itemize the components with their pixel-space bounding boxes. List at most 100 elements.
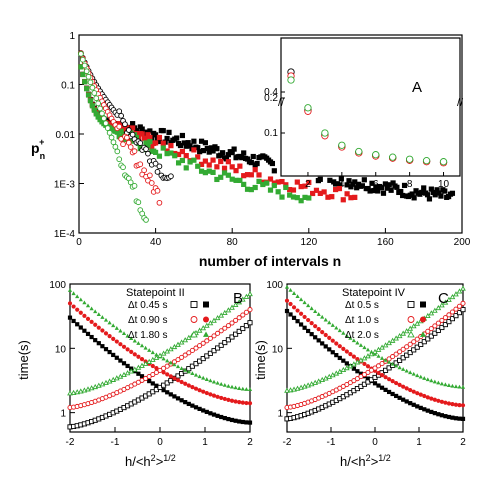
inset-data-point <box>389 153 397 161</box>
data-point <box>320 341 325 346</box>
data-point <box>197 374 202 379</box>
data-point <box>320 314 325 319</box>
y-tick-label: 100 <box>266 280 283 291</box>
top-data-point <box>359 183 366 189</box>
top-data-point <box>348 195 354 201</box>
top-data-point <box>346 178 352 184</box>
top-data-point <box>206 149 212 155</box>
data-point <box>179 398 184 403</box>
data-point <box>157 367 163 373</box>
data-point <box>337 344 342 349</box>
data-point <box>218 342 224 348</box>
x-tick-label: 1 <box>416 437 422 448</box>
top-data-point <box>99 110 105 117</box>
top-data-point <box>164 150 170 157</box>
data-point <box>457 416 462 421</box>
data-point <box>247 320 253 326</box>
data-point <box>435 327 441 333</box>
data-point <box>319 376 326 383</box>
data-point <box>313 309 318 313</box>
x-tick-label: 2 <box>247 437 253 448</box>
data-point <box>453 306 459 312</box>
top-y-axis-label-sup: + <box>39 137 44 147</box>
top-data-point <box>83 68 90 75</box>
data-point <box>330 350 335 355</box>
y-tick-label: 10 <box>55 344 67 355</box>
data-point <box>85 303 91 308</box>
data-point <box>284 284 290 289</box>
top-data-point <box>321 189 327 195</box>
top-data-point <box>81 62 88 69</box>
top-data-point <box>181 140 187 146</box>
data-point <box>222 383 227 387</box>
data-point <box>243 309 249 315</box>
data-point <box>207 320 214 326</box>
data-point <box>222 340 228 346</box>
top-data-point <box>116 156 123 163</box>
top-data-point <box>116 134 122 140</box>
top-data-point <box>386 182 392 188</box>
top-data-point <box>179 148 186 155</box>
top-data-point <box>352 194 358 200</box>
top-data-point <box>244 156 251 162</box>
top-x-tick-label: 40 <box>150 237 162 248</box>
data-point <box>376 383 381 388</box>
data-point <box>450 415 455 420</box>
top-data-point <box>401 182 408 189</box>
top-data-point <box>187 159 193 165</box>
inset-data-point <box>405 155 414 163</box>
top-data-point <box>143 146 149 152</box>
data-point <box>204 409 209 415</box>
data-point <box>114 355 119 360</box>
data-point <box>408 370 413 375</box>
data-point <box>118 328 123 333</box>
top-data-point <box>225 172 231 178</box>
data-point <box>313 324 318 329</box>
data-point <box>306 317 311 323</box>
data-point <box>183 400 188 405</box>
y-tick-label: 10 <box>272 344 284 355</box>
data-point <box>233 418 238 423</box>
data-point <box>390 391 395 397</box>
inset-data-point <box>304 104 312 112</box>
data-point <box>432 330 438 336</box>
top-data-point <box>233 177 239 183</box>
data-point <box>411 339 417 345</box>
data-point <box>107 349 112 355</box>
panel-b-y-axis-label: time(s) <box>16 340 31 380</box>
top-y-axis-label-sub: n <box>40 151 46 161</box>
top-data-point <box>118 112 124 119</box>
legend-label: Δt 0.5 s <box>345 300 379 311</box>
data-point <box>215 330 221 336</box>
data-point <box>414 336 420 342</box>
data-point <box>418 392 423 397</box>
data-point <box>204 338 210 344</box>
data-point <box>161 365 167 371</box>
data-point <box>291 291 297 295</box>
data-point <box>179 354 185 360</box>
top-data-point <box>160 145 166 151</box>
data-point <box>365 369 371 375</box>
top-data-point <box>137 140 144 146</box>
top-data-point <box>419 189 425 196</box>
data-point <box>208 411 213 416</box>
data-point <box>404 368 409 373</box>
data-point <box>453 402 459 407</box>
data-point <box>365 347 371 352</box>
top-data-point <box>424 192 431 198</box>
top-data-point <box>198 138 205 144</box>
data-point <box>197 406 202 412</box>
top-data-point <box>302 183 308 189</box>
data-point <box>390 354 396 360</box>
data-point <box>93 309 98 314</box>
data-point <box>439 324 445 331</box>
data-point <box>99 381 106 387</box>
top-data-point <box>214 146 220 152</box>
inset-chart: 2 4 6 8 10 0.1 0.20.4 A // // <box>264 37 464 190</box>
data-point <box>418 374 423 379</box>
data-point <box>100 315 105 319</box>
top-data-point <box>164 135 170 142</box>
data-point <box>219 381 224 386</box>
data-point <box>107 320 112 325</box>
